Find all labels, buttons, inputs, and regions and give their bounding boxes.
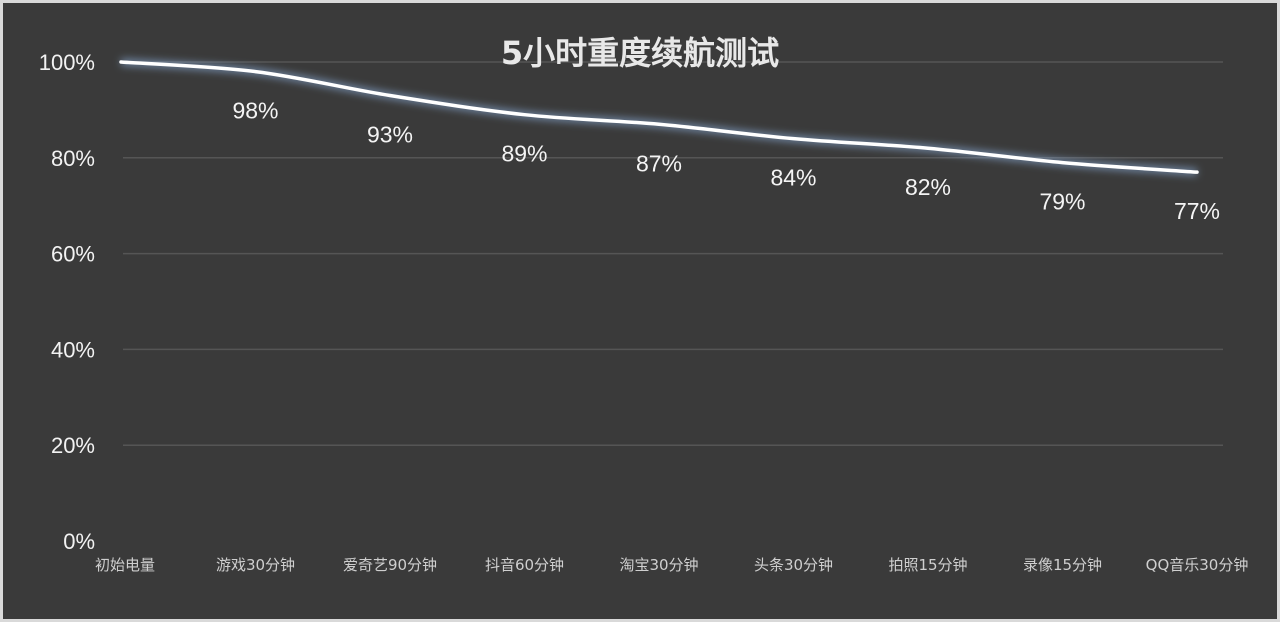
chart-title: 5小时重度续航测试 (501, 34, 779, 72)
data-label: 98% (232, 98, 278, 124)
x-tick-label: 拍照15分钟 (888, 556, 967, 574)
x-axis-ticks: 初始电量 游戏30分钟 爱奇艺90分钟 抖音60分钟 淘宝30分钟 头条30分钟 拍照15分… (95, 556, 1248, 574)
x-tick-label: 初始电量 (95, 556, 155, 574)
y-tick-label: 0% (63, 529, 95, 554)
series-line-path (119, 60, 1199, 174)
data-label: 87% (636, 150, 682, 176)
data-label: 79% (1039, 189, 1085, 215)
data-labels: 98% 93% 89% 87% 84% 82% 79% 77% (232, 98, 1220, 225)
x-tick-label: QQ音乐30分钟 (1146, 556, 1249, 574)
data-label: 82% (905, 174, 951, 200)
series-line (119, 58, 1199, 176)
y-tick-label: 100% (39, 50, 95, 75)
data-label: 89% (501, 141, 547, 167)
data-label: 77% (1174, 198, 1220, 224)
x-tick-label: 游戏30分钟 (216, 556, 295, 574)
data-label: 84% (770, 165, 816, 191)
x-tick-label: 头条30分钟 (754, 556, 833, 574)
x-tick-label: 爱奇艺90分钟 (343, 556, 437, 574)
y-tick-label: 80% (51, 146, 95, 171)
data-label: 93% (367, 122, 413, 148)
y-tick-label: 20% (51, 433, 95, 458)
x-tick-label: 抖音60分钟 (485, 556, 564, 574)
y-tick-label: 40% (51, 337, 95, 362)
chart-frame: 0% 20% 40% 60% 80% 100% 初始电量 游戏30分钟 爱奇艺90分钟 抖音60… (3, 3, 1277, 619)
x-tick-label: 淘宝30分钟 (619, 556, 698, 574)
x-tick-label: 录像15分钟 (1023, 556, 1102, 574)
gridlines (123, 61, 1223, 446)
battery-line-chart: 0% 20% 40% 60% 80% 100% 初始电量 游戏30分钟 爱奇艺90分钟 抖音60… (39, 34, 1249, 574)
y-tick-label: 60% (51, 242, 95, 267)
y-axis-ticks: 0% 20% 40% 60% 80% 100% (39, 50, 95, 554)
